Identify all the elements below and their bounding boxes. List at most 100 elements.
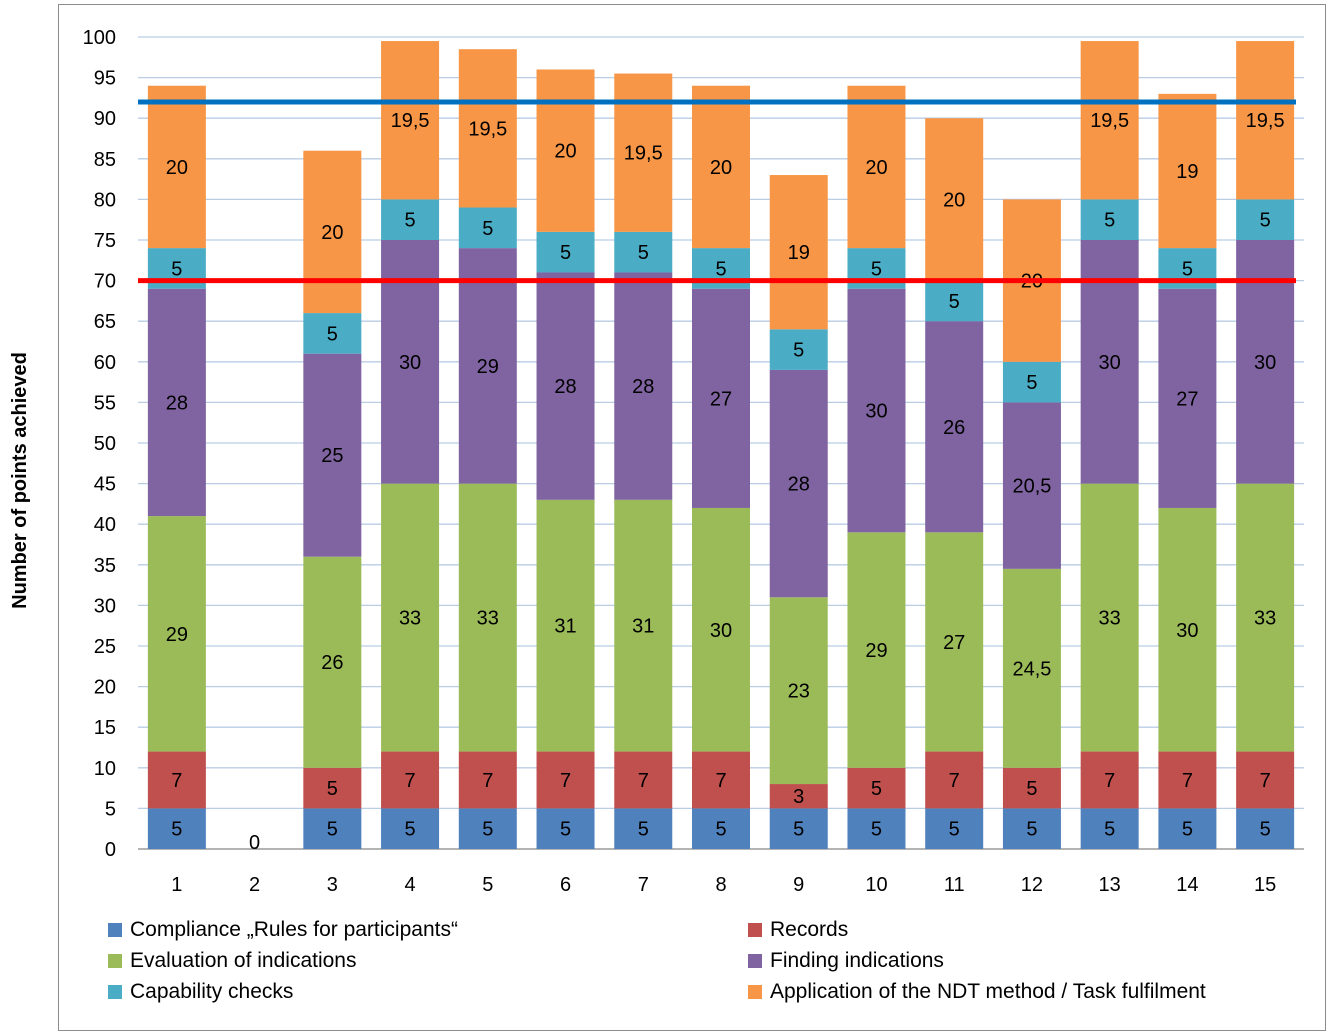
data-label: 5 — [793, 819, 804, 841]
bar-segment — [614, 499, 673, 752]
y-tick-label: 0 — [105, 839, 116, 861]
data-label: 5 — [405, 210, 416, 232]
legend-label: Compliance „Rules for participants“ — [130, 918, 458, 941]
data-label: 29 — [166, 624, 188, 646]
data-label: 5 — [1026, 778, 1037, 800]
data-label: 30 — [710, 620, 732, 642]
legend-swatch — [748, 985, 762, 999]
data-label: 5 — [327, 819, 338, 841]
y-tick-label: 45 — [94, 474, 116, 496]
data-label: 19 — [1176, 161, 1198, 183]
data-label: 7 — [1182, 770, 1193, 792]
bar-segment — [692, 507, 750, 752]
legend-label: Finding indications — [770, 949, 944, 972]
bar-segment — [925, 532, 984, 752]
bar-segment — [1080, 199, 1139, 240]
bar-segment — [303, 556, 362, 768]
legend-swatch — [748, 954, 762, 968]
data-label: 27 — [943, 632, 965, 654]
y-axis-ticks: 0 5 10 15 20 25 30 35 40 45 50 55 60 65 70 75 80 85 90 95 10… — [83, 27, 116, 861]
data-label: 25 — [321, 445, 343, 467]
data-label: 20 — [166, 157, 188, 179]
data-label: 7 — [1260, 770, 1271, 792]
stacked-bar-chart: 0510152025303540455055606570758085909510… — [83, 27, 1304, 896]
bar-segment — [147, 85, 206, 249]
legend-item: Records — [748, 918, 848, 942]
bar-segment — [614, 751, 673, 809]
data-label: 5 — [1026, 819, 1037, 841]
data-label: 27 — [710, 388, 732, 410]
data-label: 5 — [1104, 210, 1115, 232]
data-label: 30 — [1254, 352, 1276, 374]
data-label: 33 — [1254, 608, 1276, 630]
bar-segment — [614, 231, 673, 273]
data-label: 28 — [632, 376, 654, 398]
data-label: 5 — [638, 819, 649, 841]
bar-segment — [925, 118, 984, 281]
bar-segment — [303, 353, 362, 557]
bar-segment — [692, 288, 750, 508]
bar-segment — [147, 808, 206, 849]
x-tick-label: 13 — [1099, 874, 1121, 896]
y-tick-label: 55 — [94, 392, 116, 414]
y-tick-label: 40 — [94, 514, 116, 536]
bar-segment — [1080, 751, 1139, 809]
y-axis-label-container: Number of points achieved — [0, 250, 40, 710]
x-tick-label: 14 — [1176, 874, 1198, 896]
bar-segment — [147, 516, 206, 752]
bar-segment — [536, 499, 595, 752]
bars: 5 7 29 28 5 20 0 5 5 26 25 5 20 5 7 33 30 5 19,5 5 7 33 29 5 19,… — [147, 41, 1295, 854]
data-label: 30 — [399, 352, 421, 374]
bar-segment — [458, 248, 517, 484]
bar-segment — [536, 751, 595, 809]
y-tick-label: 70 — [94, 271, 116, 293]
data-label: 5 — [1182, 258, 1193, 280]
data-label: 19,5 — [468, 118, 507, 140]
data-label: 20 — [865, 157, 887, 179]
data-label: 19 — [788, 242, 810, 264]
bar-segment — [458, 207, 517, 249]
bar-segment — [381, 808, 440, 849]
data-label: 5 — [715, 258, 726, 280]
data-label: 31 — [632, 616, 654, 638]
data-label: 28 — [166, 392, 188, 414]
bar-segment — [1158, 507, 1217, 752]
x-tick-label: 6 — [560, 874, 571, 896]
x-tick-label: 12 — [1021, 874, 1043, 896]
y-tick-label: 5 — [105, 798, 116, 820]
legend-item: Finding indications — [748, 949, 944, 973]
bar-segment — [1080, 808, 1139, 849]
bar-segment — [1236, 751, 1295, 809]
legend-item: Application of the NDT method / Task ful… — [748, 980, 1206, 1004]
bar-segment — [1002, 767, 1061, 809]
bar-segment — [536, 69, 595, 232]
data-label: 20 — [321, 222, 343, 244]
bar-segment — [1158, 93, 1217, 249]
data-label: 7 — [405, 770, 416, 792]
y-tick-label: 50 — [94, 433, 116, 455]
bar-segment — [769, 175, 828, 330]
bar-segment — [769, 369, 828, 598]
data-label: 29 — [477, 356, 499, 378]
bar-segment — [769, 329, 828, 370]
x-tick-label: 7 — [638, 874, 649, 896]
x-axis-ticks: 1 2 3 4 5 6 7 8 9 10 11 12 13 14 15 — [171, 874, 1276, 896]
data-label: 20 — [554, 141, 576, 163]
data-label: 5 — [1104, 819, 1115, 841]
data-label: 5 — [1026, 372, 1037, 394]
x-tick-label: 1 — [171, 874, 182, 896]
x-tick-label: 5 — [482, 874, 493, 896]
data-label: 5 — [327, 778, 338, 800]
data-label: 20,5 — [1012, 476, 1051, 498]
data-label: 7 — [715, 770, 726, 792]
data-label: 5 — [871, 258, 882, 280]
bar-segment — [1158, 288, 1217, 508]
data-label: 29 — [865, 640, 887, 662]
data-label: 19,5 — [1090, 110, 1129, 132]
bar-segment — [303, 150, 362, 314]
y-tick-label: 65 — [94, 311, 116, 333]
data-label: 19,5 — [1246, 110, 1285, 132]
y-tick-label: 100 — [83, 27, 116, 49]
bar-segment — [1080, 41, 1139, 200]
legend-item: Compliance „Rules for participants“ — [108, 918, 458, 942]
